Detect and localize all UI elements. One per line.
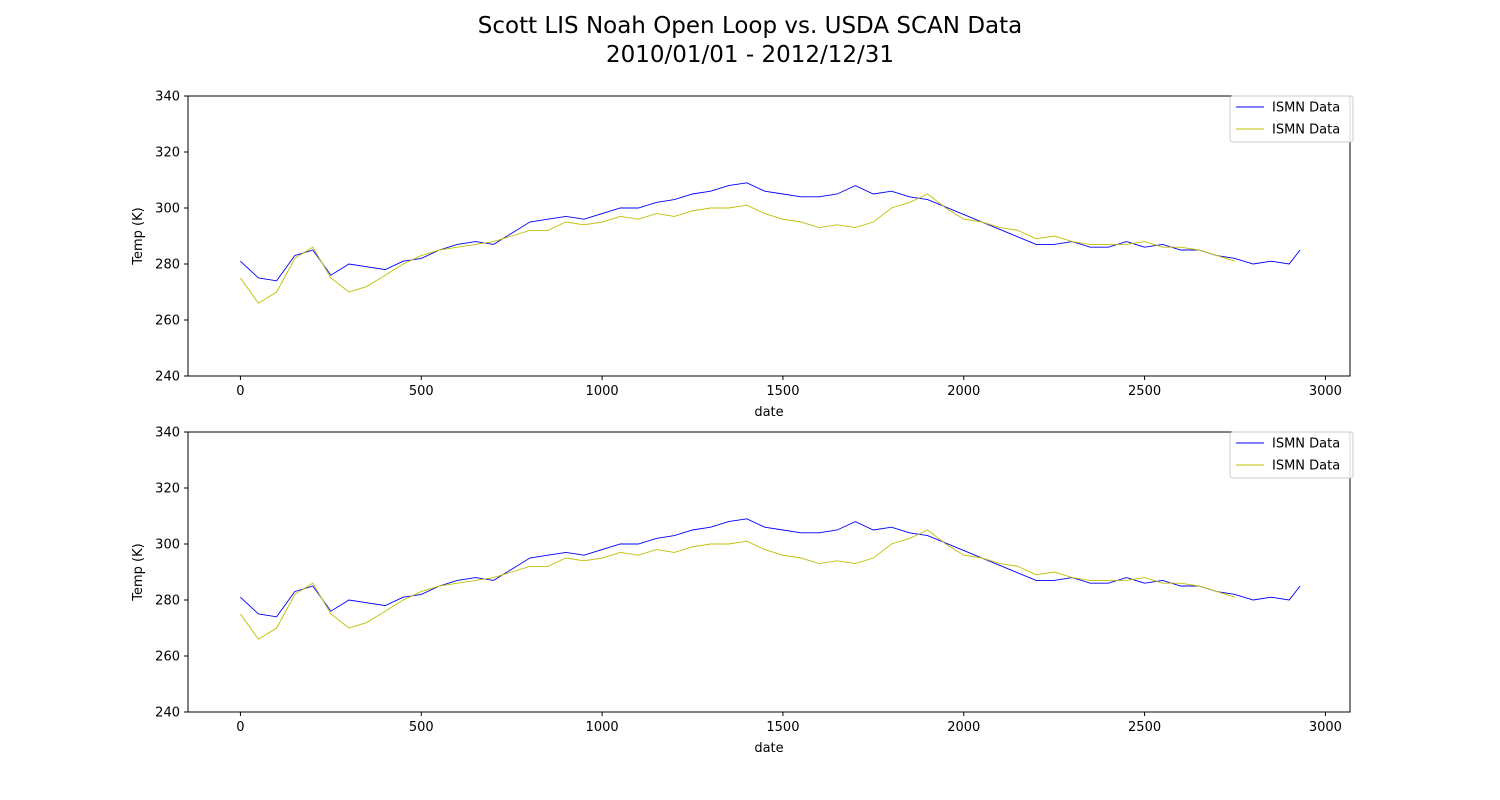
axes-frame xyxy=(187,95,1351,377)
y-axis-label: Temp (K) xyxy=(131,207,146,265)
x-axis-label: date xyxy=(754,741,783,756)
x-tick-label: 2000 xyxy=(947,720,980,735)
x-tick-label: 3000 xyxy=(1309,384,1342,399)
bottom-chart: 0 500 1000 1500 2000 2500 3000 240 260 280 300 320 3… xyxy=(131,426,1354,756)
legend-label-1: ISMN Data xyxy=(1272,437,1340,452)
figure-subtitle: 2010/01/01 - 2012/12/31 xyxy=(605,42,895,68)
axes-frame xyxy=(187,431,1351,713)
series-line-2 xyxy=(240,193,1236,304)
x-tick-label: 1500 xyxy=(766,384,799,399)
y-tick-label: 320 xyxy=(155,146,180,161)
x-tick-label: 3000 xyxy=(1309,720,1342,735)
y-tick-label: 340 xyxy=(155,426,180,441)
y-tick-label: 260 xyxy=(155,314,180,329)
y-tick-label: 300 xyxy=(155,538,180,553)
y-tick-label: 280 xyxy=(155,594,180,609)
legend-label-2: ISMN Data xyxy=(1272,123,1340,138)
x-tick-label: 1000 xyxy=(586,384,619,399)
figure-title: Scott LIS Noah Open Loop vs. USDA SCAN D… xyxy=(477,13,1023,39)
x-tick-label: 0 xyxy=(236,720,244,735)
x-axis-label: date xyxy=(754,405,783,420)
y-axis-label: Temp (K) xyxy=(131,543,146,601)
x-tick-label: 500 xyxy=(409,384,434,399)
series-line-2 xyxy=(240,529,1236,640)
legend-label-2: ISMN Data xyxy=(1272,459,1340,474)
x-tick-label: 1500 xyxy=(766,720,799,735)
y-tick-label: 240 xyxy=(155,370,180,385)
x-tick-label: 2000 xyxy=(947,384,980,399)
y-tick-label: 340 xyxy=(155,90,180,105)
x-tick-label: 500 xyxy=(409,720,434,735)
top-chart: 0 500 1000 1500 2000 2500 3000 240 260 280 300 320 3… xyxy=(131,90,1354,420)
series-line-1 xyxy=(240,518,1301,618)
series-line-1 xyxy=(240,182,1301,282)
y-tick-label: 320 xyxy=(155,482,180,497)
y-tick-label: 240 xyxy=(155,706,180,721)
y-tick-label: 260 xyxy=(155,650,180,665)
y-tick-label: 300 xyxy=(155,202,180,217)
x-tick-label: 2500 xyxy=(1128,720,1161,735)
x-tick-label: 1000 xyxy=(586,720,619,735)
x-tick-label: 0 xyxy=(236,384,244,399)
plot-area xyxy=(240,518,1301,640)
plot-area xyxy=(240,182,1301,304)
y-tick-label: 280 xyxy=(155,258,180,273)
x-tick-label: 2500 xyxy=(1128,384,1161,399)
legend-label-1: ISMN Data xyxy=(1272,101,1340,116)
